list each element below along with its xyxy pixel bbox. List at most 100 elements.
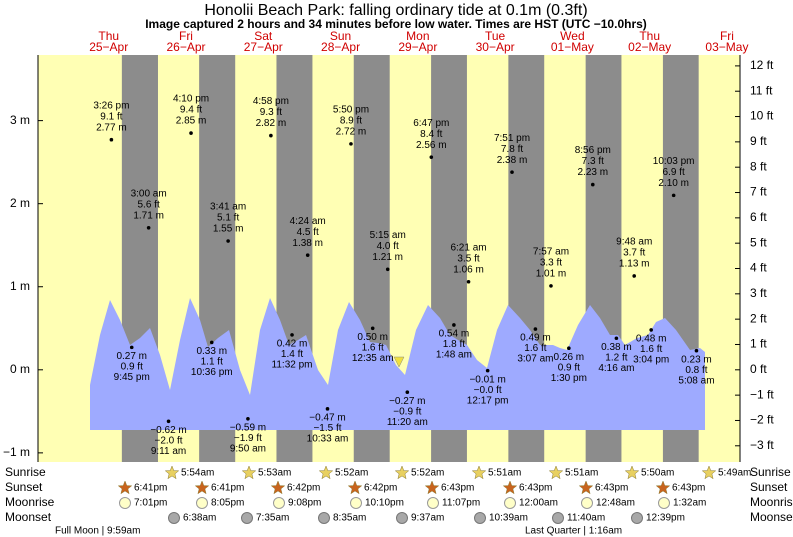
tide-point bbox=[370, 326, 375, 331]
current-time-marker bbox=[393, 356, 405, 368]
day-date: 25−Apr bbox=[89, 40, 128, 54]
sun-icon bbox=[701, 465, 717, 480]
tide-label: 0.27 m bbox=[116, 351, 147, 362]
moonset-icon bbox=[631, 512, 643, 524]
tide-label: 1.13 m bbox=[619, 259, 650, 270]
tide-label: 1.55 m bbox=[213, 224, 244, 235]
day-date: 26−Apr bbox=[166, 40, 205, 54]
row-label: Sunrise bbox=[750, 465, 791, 479]
tide-label: 0.38 m bbox=[601, 342, 632, 353]
tide-label: 1.38 m bbox=[292, 238, 323, 249]
day-date: 29−Apr bbox=[398, 40, 437, 54]
tide-label: −0.27 m bbox=[389, 396, 425, 407]
tide-label: 1.2 ft bbox=[605, 352, 627, 363]
moon-phase: Full Moon | 9:59am bbox=[55, 526, 140, 537]
y2-tick-label: 5 ft bbox=[750, 235, 767, 249]
day-date: 27−Apr bbox=[244, 40, 283, 54]
tide-label: −1.9 ft bbox=[234, 433, 262, 444]
y2-tick-label: 12 ft bbox=[750, 58, 774, 72]
row-time: 5:54am bbox=[181, 468, 214, 479]
tide-label: −0.59 m bbox=[230, 422, 266, 433]
row-time: 7:35am bbox=[256, 513, 289, 524]
tide-point bbox=[510, 170, 514, 174]
tide-label: 0.23 m bbox=[681, 354, 712, 365]
tide-label: −0.62 m bbox=[150, 425, 186, 436]
tide-point bbox=[226, 239, 230, 243]
day-weekday: Wed bbox=[560, 29, 584, 43]
y2-tick-label: 3 ft bbox=[750, 286, 767, 300]
row-time: 5:51am bbox=[488, 468, 521, 479]
tide-point bbox=[129, 345, 134, 350]
tide-point bbox=[429, 155, 434, 159]
tide-label: 3:00 am bbox=[131, 188, 167, 199]
tide-label: 8.4 ft bbox=[420, 129, 442, 140]
day-weekday: Thu bbox=[98, 29, 119, 43]
row-label: Moonset bbox=[5, 510, 52, 524]
tide-point bbox=[671, 193, 676, 198]
tide-point bbox=[146, 225, 151, 230]
tide-point bbox=[549, 284, 553, 288]
tide-label: 10:03 pm bbox=[653, 156, 695, 167]
y-tick-label: 1 m bbox=[10, 279, 30, 293]
row-time: 11:07pm bbox=[442, 498, 480, 509]
row-time: 6:41pm bbox=[134, 483, 167, 494]
tide-point bbox=[290, 333, 294, 337]
row-time: 6:42pm bbox=[287, 483, 320, 494]
row-time: 5:50am bbox=[641, 468, 674, 479]
row-label: Moonrise bbox=[5, 495, 55, 509]
day-date: 30−Apr bbox=[476, 40, 515, 54]
tide-label: 1.1 ft bbox=[201, 357, 223, 368]
tide-label: 9:45 pm bbox=[114, 372, 150, 383]
tide-label: 4:58 pm bbox=[253, 96, 289, 107]
row-time: 12:00am bbox=[519, 498, 558, 509]
sun-icon bbox=[194, 480, 210, 495]
y2-tick-label: 6 ft bbox=[750, 210, 767, 224]
chart-content: −1 m 0 m 1 m 2 m 3 m −3 ft −2 ft −1 ft 0 ft 1 ft 2… bbox=[3, 29, 793, 536]
row-time: 6:38am bbox=[183, 513, 216, 524]
tide-label: 0.33 m bbox=[196, 346, 227, 357]
tide-label: 9:48 am bbox=[616, 237, 652, 248]
tide-label: 4:24 am bbox=[290, 216, 326, 227]
row-label: Sunset bbox=[5, 480, 43, 494]
row-time: 5:53am bbox=[258, 468, 291, 479]
y2-tick-label: 0 ft bbox=[750, 362, 767, 376]
tide-label: 0.42 m bbox=[277, 339, 308, 350]
tide-label: 1.6 ft bbox=[524, 343, 546, 354]
tide-point bbox=[349, 142, 353, 146]
row-time: 6:41pm bbox=[211, 483, 244, 494]
day-weekday: Fri bbox=[179, 29, 193, 43]
tide-point bbox=[649, 328, 653, 332]
moonrise-icon bbox=[504, 497, 516, 509]
row-time: 10:39am bbox=[489, 513, 528, 524]
tide-label: 6:47 pm bbox=[413, 118, 449, 129]
tide-label: 1.71 m bbox=[133, 210, 164, 221]
row-time: 8:05pm bbox=[211, 498, 244, 509]
sun-icon bbox=[347, 480, 363, 495]
tide-point bbox=[632, 274, 637, 278]
y-tick-label: 0 m bbox=[10, 362, 30, 376]
tide-label: 10:33 am bbox=[307, 433, 349, 444]
tide-label: −2.0 ft bbox=[155, 435, 183, 446]
row-time: 6:42pm bbox=[364, 483, 397, 494]
tide-label: 9:11 am bbox=[151, 446, 186, 457]
tide-label: 3:04 pm bbox=[633, 355, 669, 366]
row-time: 6:43pm bbox=[519, 483, 552, 494]
tide-label: −0.9 ft bbox=[393, 406, 421, 417]
tide-label: 0.48 m bbox=[636, 334, 667, 345]
y2-tick-label: 9 ft bbox=[750, 134, 767, 148]
tide-label: 7:57 am bbox=[533, 247, 569, 258]
tide-label: 1.8 ft bbox=[443, 339, 465, 350]
moonrise-icon bbox=[350, 497, 362, 509]
y2-tick-label: 10 ft bbox=[750, 109, 774, 123]
y-tick-label: 3 m bbox=[10, 113, 30, 127]
row-time: 6:43pm bbox=[672, 483, 705, 494]
tide-label: 2.85 m bbox=[176, 116, 207, 127]
y2-tick-label: −3 ft bbox=[750, 438, 774, 452]
row-time: 9:37am bbox=[411, 513, 444, 524]
tide-label: 3:41 am bbox=[210, 202, 246, 213]
tide-area bbox=[90, 298, 705, 430]
sun-icon bbox=[578, 480, 594, 495]
tide-label: 1.01 m bbox=[536, 269, 567, 280]
tide-label: 1.6 ft bbox=[362, 342, 384, 353]
